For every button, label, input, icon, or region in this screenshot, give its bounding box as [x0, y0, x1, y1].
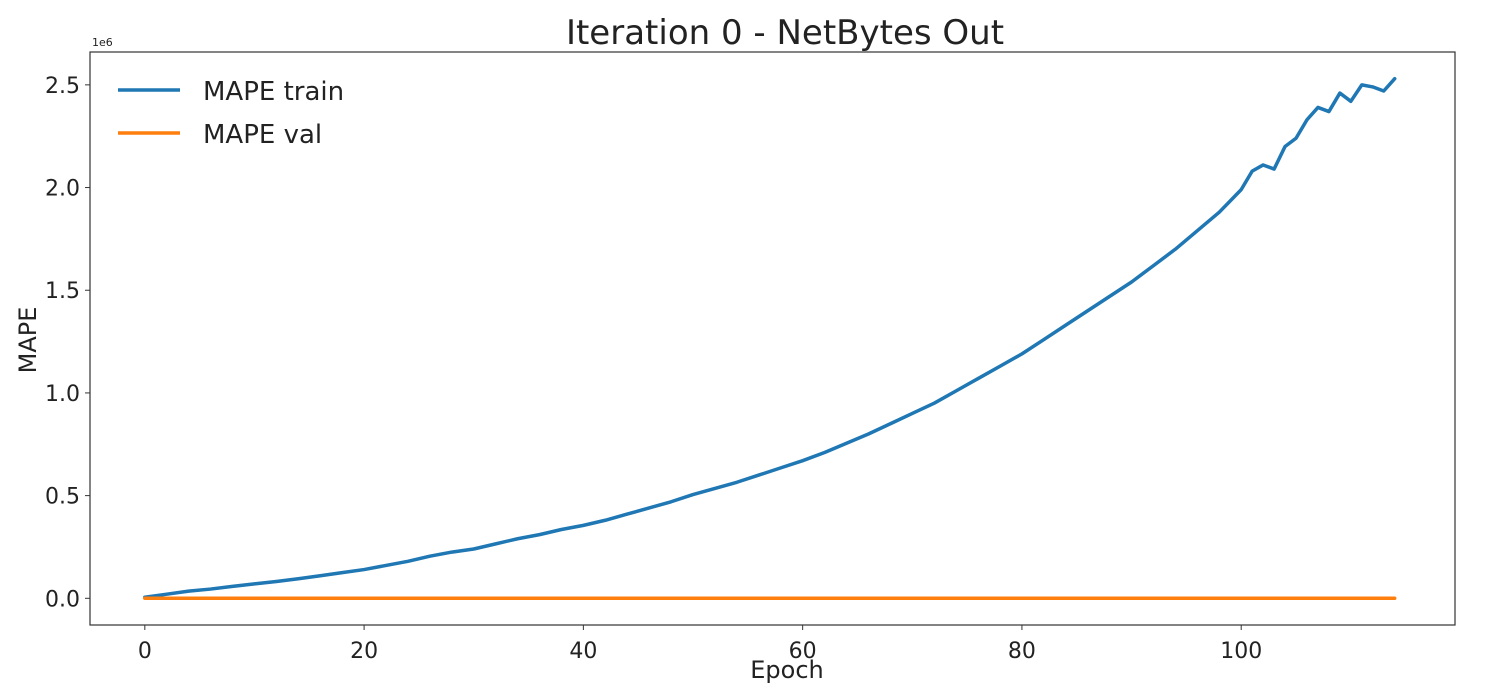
- legend-label-val: MAPE val: [203, 120, 322, 150]
- y-axis-ticks: 0.0 0.5 1.0 1.5 2.0 2.5: [45, 74, 90, 612]
- legend-label-train: MAPE train: [203, 77, 344, 107]
- y-axis-offset-label: 1e6: [92, 36, 113, 49]
- y-tick-label: 1.0: [45, 382, 80, 407]
- y-tick-label: 0.0: [45, 587, 80, 612]
- x-tick-label: 60: [789, 639, 817, 664]
- y-tick-label: 0.5: [45, 485, 80, 510]
- y-axis-label: MAPE: [14, 307, 42, 374]
- x-axis-label: Epoch: [750, 656, 824, 684]
- series-line-mape-train: [143, 76, 1397, 600]
- y-tick-label: 1.5: [45, 279, 80, 304]
- x-tick-label: 20: [350, 639, 378, 664]
- x-tick-label: 0: [138, 639, 152, 664]
- series-layer: [143, 76, 1397, 601]
- x-tick-label: 100: [1220, 639, 1262, 664]
- x-tick-label: 40: [569, 639, 597, 664]
- y-tick-label: 2.5: [45, 74, 80, 99]
- chart-title: Iteration 0 - NetBytes Out: [566, 13, 1004, 53]
- y-tick-label: 2.0: [45, 177, 80, 202]
- plot-frame: [89, 51, 1456, 626]
- x-tick-label: 80: [1008, 639, 1036, 664]
- x-axis-ticks: 0 20 40 60 80 100: [138, 625, 1262, 664]
- legend: MAPE train MAPE val: [118, 77, 344, 150]
